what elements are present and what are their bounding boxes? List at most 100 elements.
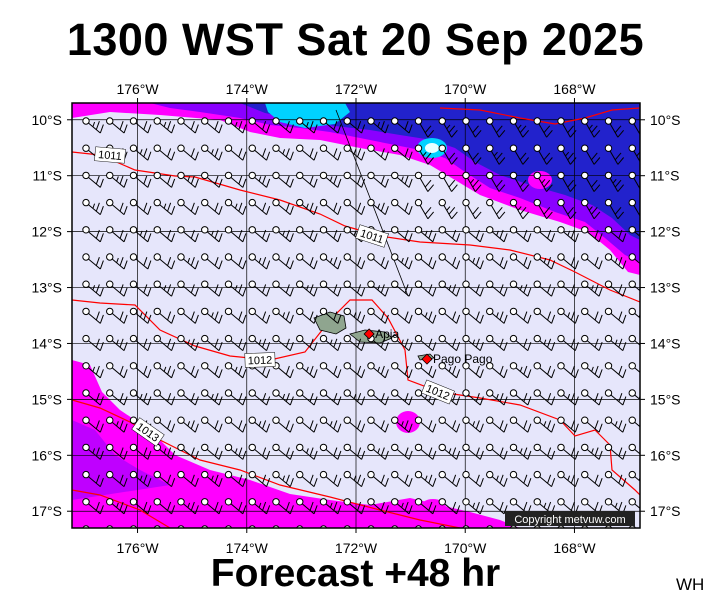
wind-barb	[509, 307, 532, 324]
wind-barb	[414, 117, 435, 138]
wind-barb	[248, 334, 271, 352]
lat-tick-label: 10°S	[650, 112, 681, 128]
wind-barb	[581, 280, 603, 297]
wind-barb	[224, 171, 247, 188]
wind-barb	[153, 171, 176, 188]
lon-tick-label: 168°W	[553, 81, 596, 97]
wind-barb	[343, 144, 366, 161]
wind-barb	[106, 198, 128, 216]
rain-band-south	[72, 360, 520, 528]
lon-tick-label: 168°W	[553, 540, 596, 556]
wind-barb	[319, 144, 342, 161]
lon-tick-label: 174°W	[226, 81, 269, 97]
wind-barb	[153, 117, 176, 134]
wind-barb	[272, 226, 294, 243]
wind-barb	[272, 280, 294, 297]
wind-barb	[533, 443, 556, 460]
lat-tick-label: 13°S	[31, 280, 62, 296]
wind-barb	[82, 443, 104, 460]
isobar-1013	[72, 399, 461, 528]
wind-barb	[319, 307, 342, 324]
place-label: Apia	[375, 327, 399, 341]
wind-barb	[391, 443, 413, 460]
wind-barb	[343, 498, 366, 515]
wind-barb	[82, 253, 104, 270]
wind-barb	[414, 307, 437, 324]
isobar-label: 1012	[248, 355, 273, 368]
lat-tick-label: 11°S	[33, 168, 62, 184]
wind-barb	[319, 389, 342, 406]
wind-barb	[201, 416, 223, 433]
wind-barb	[391, 389, 413, 406]
wind-barb	[367, 144, 389, 161]
wind-barb	[367, 389, 389, 406]
wind-barb	[343, 362, 366, 379]
wind-barb	[248, 416, 271, 433]
wind-barb	[486, 144, 506, 165]
lon-tick-label: 172°W	[335, 81, 378, 97]
wind-barb	[367, 498, 389, 515]
wind-barb	[177, 171, 199, 188]
wind-barb	[153, 416, 176, 433]
wind-barb	[201, 307, 223, 324]
wind-barb	[319, 498, 342, 515]
wind-barb	[367, 198, 389, 216]
wind-barb	[438, 280, 461, 297]
wind-barb	[367, 171, 389, 188]
wind-barb	[391, 362, 413, 379]
wind-barb	[391, 198, 413, 216]
wind-barb	[414, 362, 437, 379]
wind-barb	[177, 470, 199, 488]
wind-barb	[367, 416, 389, 433]
wind-barb	[438, 171, 458, 192]
wind-barb	[414, 443, 437, 460]
wind-barb	[628, 171, 640, 190]
wind-barb	[343, 470, 366, 488]
isobar-1012	[72, 299, 640, 496]
place-markers: Apia Pago Pago	[363, 327, 493, 366]
wind-barb	[272, 498, 294, 515]
wind-barb	[438, 443, 461, 460]
wind-barb	[486, 443, 508, 460]
isobar-1011	[72, 151, 640, 303]
wind-barb	[486, 470, 508, 488]
place-label: Pago Pago	[433, 352, 493, 366]
wind-barb	[533, 334, 556, 352]
wind-barb	[391, 416, 413, 433]
wind-barb	[462, 226, 484, 243]
wind-barb	[462, 389, 484, 406]
wind-barb	[414, 470, 437, 488]
lon-tick-label: 170°W	[444, 540, 487, 556]
wind-barb	[296, 307, 318, 324]
isobar-1013-south	[72, 489, 171, 528]
wind-barb	[106, 171, 128, 188]
wind-barb	[82, 389, 104, 406]
wind-barb	[153, 389, 176, 406]
wind-barb	[343, 334, 366, 352]
wind-barb	[82, 171, 104, 188]
wind-barb	[414, 144, 435, 165]
copyright-text: Copyright metvuw.com	[514, 514, 625, 526]
wind-barb	[224, 307, 247, 324]
wind-barb	[581, 253, 603, 270]
wind-barb	[296, 470, 318, 488]
wind-barb	[462, 416, 484, 433]
wind-barb	[106, 470, 128, 488]
wind-barb	[557, 144, 577, 165]
lon-tick-label: 174°W	[226, 540, 269, 556]
wind-barb	[414, 171, 435, 192]
lat-tick-label: 14°S	[650, 335, 681, 351]
wind-barb	[486, 362, 508, 379]
wind-barb	[438, 362, 461, 379]
wind-barb	[272, 171, 294, 188]
wind-barb	[581, 171, 601, 192]
wind-barb	[129, 144, 152, 161]
wind-barb	[319, 226, 342, 243]
wind-barb	[509, 144, 530, 165]
wind-barb	[509, 416, 532, 433]
lat-tick-label: 11°S	[650, 168, 679, 184]
wind-barb	[581, 389, 603, 406]
wind-barb	[533, 144, 553, 165]
wind-barb	[414, 226, 437, 243]
wind-barb	[557, 253, 579, 270]
